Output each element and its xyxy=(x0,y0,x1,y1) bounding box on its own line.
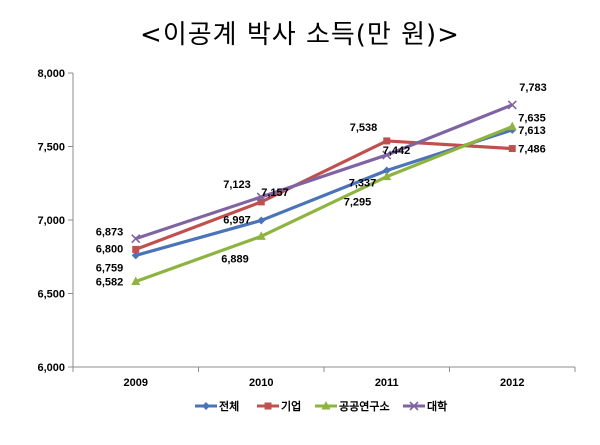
y-tick-label: 7,000 xyxy=(37,215,65,227)
y-tick-label: 6,000 xyxy=(37,362,65,374)
y-tick-label: 6,500 xyxy=(37,289,65,301)
data-label: 6,800 xyxy=(96,243,124,255)
data-labels: 6,759 6,997 7,337 7,613 6,800 7,123 7,538 7,486… xyxy=(96,82,547,289)
series-2 xyxy=(132,137,516,253)
data-label: 6,582 xyxy=(96,276,124,288)
data-label: 7,123 xyxy=(223,179,251,191)
data-point xyxy=(382,150,392,160)
x-tick-label: 2012 xyxy=(500,377,524,389)
data-point xyxy=(507,121,517,131)
data-label: 7,538 xyxy=(350,122,378,134)
data-point xyxy=(131,234,141,244)
data-label: 6,759 xyxy=(96,262,124,274)
data-point xyxy=(132,245,140,253)
legend-marker xyxy=(264,402,272,410)
data-point xyxy=(382,166,391,175)
legend-item: 기업 xyxy=(257,399,301,413)
legend-item: 대학 xyxy=(403,399,447,413)
x-tick-label: 2010 xyxy=(249,377,273,389)
legend-label: 대학 xyxy=(427,399,447,413)
data-label: 6,873 xyxy=(96,227,124,239)
series-layer xyxy=(131,100,517,285)
data-point xyxy=(383,137,391,145)
legend-item: 공공연구소 xyxy=(315,399,390,413)
series-3 xyxy=(131,121,517,285)
data-label: 7,635 xyxy=(518,113,546,125)
series-line xyxy=(135,125,513,283)
data-label: 6,889 xyxy=(221,253,249,265)
data-label: 7,613 xyxy=(518,125,546,137)
data-point xyxy=(131,251,140,260)
data-label: 7,337 xyxy=(349,177,377,189)
data-point xyxy=(382,171,392,181)
legend-item: 전체 xyxy=(195,399,239,413)
series-4 xyxy=(131,100,517,244)
data-point xyxy=(256,192,266,202)
data-point xyxy=(507,100,517,110)
data-label: 6,997 xyxy=(223,214,251,226)
legend-marker xyxy=(409,401,419,411)
x-tick-label: 2011 xyxy=(375,377,399,389)
series-line xyxy=(135,103,513,241)
data-label: 7,442 xyxy=(383,145,411,157)
legend: 전체 기업 공공연구소 대학 xyxy=(195,399,447,413)
legend-marker xyxy=(321,401,331,410)
axes: 6,000 6,500 7,000 7,500 8,000 2009 2010 2011 201… xyxy=(37,68,576,389)
data-point xyxy=(256,231,266,240)
legend-label: 전체 xyxy=(219,399,239,413)
data-label: 7,486 xyxy=(518,144,546,156)
series-line xyxy=(135,139,513,251)
data-label: 7,783 xyxy=(519,82,547,94)
x-tick-label: 2009 xyxy=(124,377,148,389)
data-label: 7,157 xyxy=(261,187,289,199)
legend-marker xyxy=(202,402,210,410)
data-point xyxy=(131,276,141,285)
data-point xyxy=(257,198,265,206)
legend-label: 기업 xyxy=(281,399,301,413)
chart-title: <이공계 박사 소득(만 원)> xyxy=(140,20,460,50)
data-point xyxy=(508,145,516,153)
legend-label: 공공연구소 xyxy=(339,399,390,413)
y-tick-label: 8,000 xyxy=(37,68,65,80)
data-label: 7,295 xyxy=(344,197,372,209)
y-tick-label: 7,500 xyxy=(37,142,65,154)
data-point xyxy=(257,216,266,225)
